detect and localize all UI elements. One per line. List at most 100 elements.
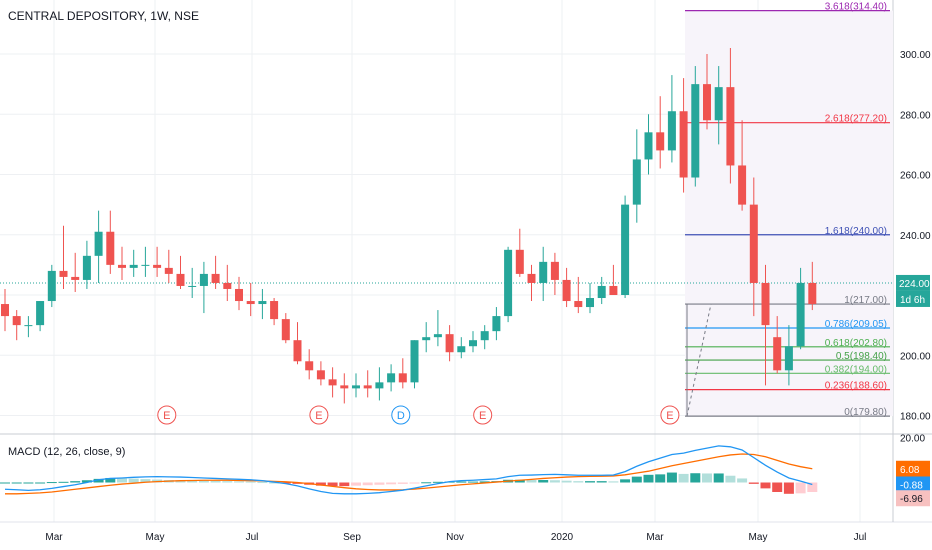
macd-histogram-bar (549, 480, 560, 483)
macd-histogram-bar (315, 482, 326, 486)
candle-body (784, 346, 793, 371)
price-tick-label: 260.00 (900, 171, 931, 182)
macd-histogram-bar (198, 480, 209, 483)
fib-label: 0.5(198.40) (836, 351, 887, 362)
macd-histogram-bar (81, 480, 92, 483)
countdown-badge-value: 1d 6h (900, 295, 925, 306)
fib-label: 0.786(209.05) (825, 319, 887, 330)
candle-body (457, 346, 466, 353)
event-marker (391, 405, 411, 425)
candle-body (352, 385, 360, 389)
candle-body (726, 87, 735, 166)
macd-badge-value: -0.88 (900, 480, 923, 491)
candle-body (59, 270, 68, 277)
macd-histogram-bar (11, 482, 22, 484)
price-tick-label: 280.00 (900, 110, 931, 121)
time-tick-label: May (146, 532, 165, 543)
candle-body (305, 361, 314, 371)
macd-histogram-bar (760, 482, 771, 489)
macd-histogram-bar (187, 480, 198, 483)
candle-body (94, 231, 103, 256)
candle-body (1, 304, 9, 317)
macd-histogram-bar (58, 481, 69, 483)
time-tick-label: Jul (246, 532, 259, 543)
macd-histogram-bar (292, 482, 303, 484)
candle-body (422, 337, 431, 341)
macd-histogram-bar (93, 478, 104, 483)
macd-histogram-bar (666, 472, 677, 483)
candle-body (667, 111, 676, 151)
fib-label: 0.382(194.00) (825, 364, 887, 375)
macd-histogram-bar (468, 481, 478, 483)
macd-tick-label: 20.00 (900, 433, 925, 444)
macd-histogram-bar (432, 481, 443, 483)
macd-histogram-bar (210, 480, 221, 483)
macd-histogram-bar (585, 481, 595, 483)
macd-histogram-bar (117, 478, 127, 483)
candle-body (550, 261, 559, 280)
fib-label: 0(179.80) (844, 407, 887, 418)
macd-histogram-bar (608, 481, 619, 483)
macd-histogram-bar (386, 482, 397, 485)
candle-body (632, 159, 641, 205)
macd-histogram-bar (713, 473, 724, 483)
candle-body (703, 84, 711, 121)
price-axis[interactable]: 300.00 280.00 260.00 240.00 200.00 180.00 224.… (896, 50, 931, 507)
candle-body (375, 382, 384, 389)
price-tick-label: 180.00 (900, 412, 931, 423)
candle-body (129, 264, 138, 268)
candle-body (164, 267, 173, 274)
macd-histogram-bar (23, 482, 34, 484)
event-label: E (315, 410, 322, 422)
price-badge-value: 224.00 (899, 279, 930, 290)
macd-histogram-bar (128, 478, 139, 483)
macd-histogram-bar (421, 482, 432, 484)
candle-body (270, 301, 279, 320)
time-tick-label: 2020 (551, 532, 574, 543)
macd-histogram-bar (643, 474, 654, 483)
candle-body (773, 337, 782, 371)
candle-body (82, 255, 91, 280)
chart-title: CENTRAL DEPOSITORY, 1W, NSE (8, 9, 199, 23)
fib-trend-line (686, 303, 712, 417)
candle-body (398, 373, 407, 383)
event-label: E (479, 410, 486, 422)
candle-body (808, 282, 817, 305)
macd-histogram-bar (140, 479, 151, 483)
macd-histogram-bar (620, 479, 631, 483)
macd-histogram-bar (222, 481, 233, 483)
macd-histogram-bar (561, 480, 572, 483)
price-tick-label: 200.00 (900, 351, 931, 362)
macd-histogram-bar (327, 482, 338, 487)
candle-body (24, 325, 33, 327)
candle-body (527, 273, 536, 283)
macd-histogram-bar (46, 482, 57, 484)
candle-body (761, 282, 770, 326)
candle-body (714, 87, 723, 121)
macd-title: MACD (12, 26, close, 9) (8, 446, 126, 458)
candle-body (387, 373, 396, 383)
macd-histogram-bar (631, 476, 642, 483)
fib-label: 1.618(240.00) (825, 226, 887, 237)
candle-body (340, 385, 349, 389)
candle-body (293, 340, 302, 362)
price-tick-label: 300.00 (900, 50, 931, 61)
macd-histogram-bar (456, 481, 467, 483)
macd-histogram-bar (269, 482, 280, 484)
candle-body (118, 264, 126, 268)
fib-label: 1(217.00) (844, 295, 887, 306)
macd-histogram-bar (596, 481, 607, 483)
macd-histogram-bar (339, 482, 350, 487)
candle-body (328, 379, 337, 386)
macd-histogram-bar (0, 482, 10, 484)
candle-body (656, 132, 665, 151)
macd-badge (896, 476, 930, 493)
time-tick-label: Mar (45, 532, 63, 543)
time-axis[interactable]: Mar May Jul Sep Nov 2020 Mar May Jul (45, 532, 866, 543)
macd-histogram-bar (702, 473, 712, 483)
macd-badge-value: 6.08 (900, 465, 920, 476)
event-marker (157, 405, 177, 425)
price-badge (896, 274, 930, 291)
candle-body (679, 111, 688, 178)
